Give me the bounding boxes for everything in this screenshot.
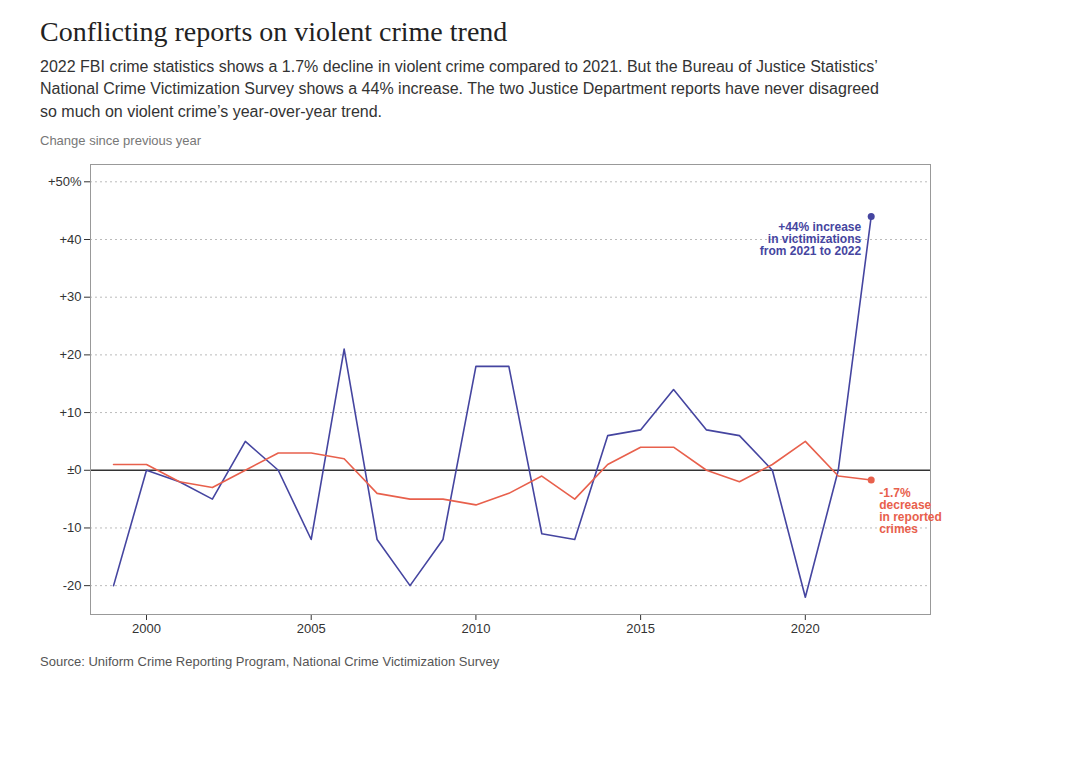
svg-text:2015: 2015: [626, 621, 655, 636]
svg-text:2000: 2000: [132, 621, 161, 636]
svg-text:+50%: +50%: [48, 174, 82, 189]
html-text:Source: Uniform Crime Reportin: Source: Uniform Crime Reporting Program,…: [40, 654, 500, 670]
html-text:2022 FBI crime statistics show: 2022 FBI crime statistics shows a 1.7% d…: [40, 58, 879, 120]
svg-text:+30: +30: [59, 290, 81, 305]
svg-text:+40: +40: [59, 232, 81, 247]
svg-text:2010: 2010: [461, 621, 490, 636]
svg-text:-1.7%decreasein reportedcrimes: -1.7%decreasein reportedcrimes: [879, 486, 942, 536]
svg-text:±0: ±0: [67, 463, 81, 478]
svg-text:+44% increasein victimizations: +44% increasein victimizationsfrom 2021 …: [760, 220, 862, 258]
html-text:Change since previous year: Change since previous year: [40, 133, 202, 149]
svg-text:2020: 2020: [791, 621, 820, 636]
svg-text:2005: 2005: [297, 621, 326, 636]
html-text:Conflicting reports on violent: Conflicting reports on violent crime tre…: [40, 16, 508, 47]
svg-text:+20: +20: [59, 347, 81, 362]
svg-text:-10: -10: [63, 520, 82, 535]
svg-text:+10: +10: [59, 405, 81, 420]
svg-text:-20: -20: [63, 578, 82, 593]
